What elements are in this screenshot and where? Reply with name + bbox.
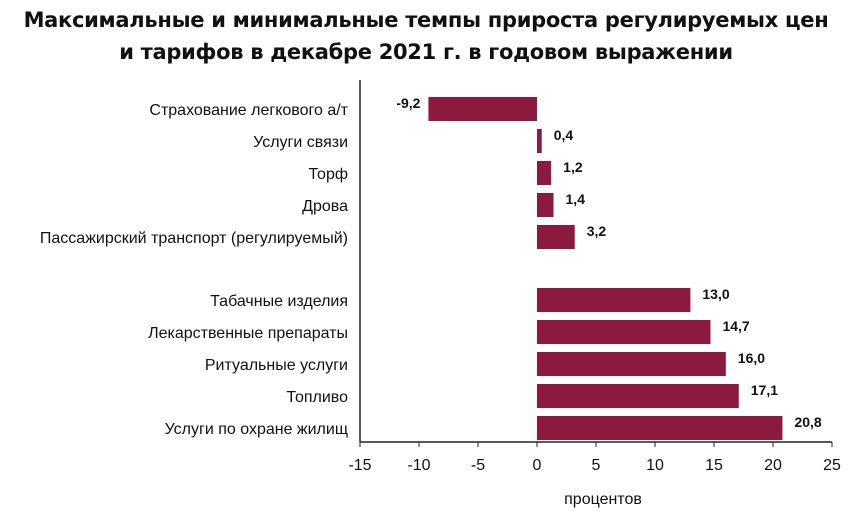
category-label: Услуги по охране жилищ <box>165 421 348 438</box>
bar <box>537 225 575 249</box>
chart-title-line-2: и тарифов в декабре 2021 г. в годовом вы… <box>119 40 733 64</box>
bar <box>537 416 783 440</box>
data-label: -9,2 <box>396 95 420 111</box>
x-tick-label: 20 <box>764 457 782 474</box>
x-tick-label: -5 <box>471 457 485 474</box>
x-tick-label: -10 <box>407 457 430 474</box>
x-tick-label: 10 <box>646 457 664 474</box>
bar <box>537 288 691 312</box>
x-tick-label: 5 <box>592 457 601 474</box>
category-label: Страхование легкового а/т <box>149 102 348 119</box>
x-axis-title: процентов <box>564 491 642 508</box>
x-tick-label: 0 <box>533 457 542 474</box>
category-label: Услуги связи <box>253 134 348 151</box>
data-label: 1,2 <box>563 159 583 175</box>
category-label: Дрова <box>302 198 348 215</box>
data-label: 17,1 <box>751 382 778 398</box>
bar <box>428 97 537 121</box>
bar <box>537 352 726 376</box>
category-label: Ритуальные услуги <box>205 357 348 374</box>
bar <box>537 129 542 153</box>
data-label: 20,8 <box>794 414 821 430</box>
bar <box>537 384 739 408</box>
x-tick-label: 25 <box>823 457 841 474</box>
category-label: Лекарственные препараты <box>148 325 348 342</box>
category-label: Табачные изделия <box>210 293 348 310</box>
chart-title-line-1: Максимальные и минимальные темпы прирост… <box>23 8 829 32</box>
category-label: Пассажирский транспорт (регулируемый) <box>40 230 348 247</box>
data-label: 3,2 <box>587 223 607 239</box>
data-label: 13,0 <box>702 286 729 302</box>
category-label: Топливо <box>286 389 348 406</box>
chart-title: Максимальные и минимальные темпы прирост… <box>0 4 852 68</box>
data-label: 0,4 <box>554 127 574 143</box>
category-label: Торф <box>309 166 348 183</box>
data-label: 16,0 <box>738 350 765 366</box>
bar <box>537 161 552 185</box>
x-tick-label: -15 <box>348 457 371 474</box>
data-label: 14,7 <box>722 318 749 334</box>
bar <box>537 193 554 217</box>
x-tick-label: 15 <box>705 457 723 474</box>
bar <box>537 320 711 344</box>
data-label: 1,4 <box>566 191 586 207</box>
